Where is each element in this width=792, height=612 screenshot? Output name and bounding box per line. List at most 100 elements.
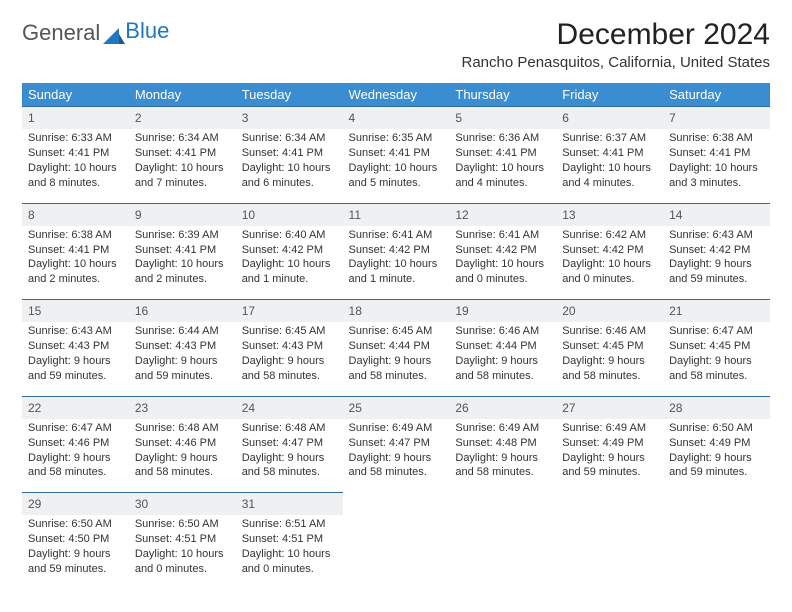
day-number-cell [343,493,450,516]
col-tuesday: Tuesday [236,83,343,107]
daylight-text: Daylight: 9 hours and 59 minutes. [135,354,230,384]
day-details-cell [449,515,556,588]
daylight-text: Daylight: 9 hours and 58 minutes. [349,451,444,481]
calendar-daynum-row: 891011121314 [22,203,770,226]
sunrise-text: Sunrise: 6:44 AM [135,324,230,339]
sunrise-text: Sunrise: 6:41 AM [349,228,444,243]
day-details-cell: Sunrise: 6:34 AMSunset: 4:41 PMDaylight:… [236,129,343,203]
day-details-cell: Sunrise: 6:48 AMSunset: 4:47 PMDaylight:… [236,419,343,493]
day-details-cell: Sunrise: 6:46 AMSunset: 4:45 PMDaylight:… [556,322,663,396]
sunrise-text: Sunrise: 6:43 AM [669,228,764,243]
day-details-cell: Sunrise: 6:43 AMSunset: 4:43 PMDaylight:… [22,322,129,396]
col-saturday: Saturday [663,83,770,107]
day-details-cell: Sunrise: 6:44 AMSunset: 4:43 PMDaylight:… [129,322,236,396]
day-number: 19 [455,304,468,318]
day-number-cell [556,493,663,516]
daylight-text: Daylight: 10 hours and 1 minute. [242,257,337,287]
day-number: 8 [28,208,35,222]
sunrise-text: Sunrise: 6:43 AM [28,324,123,339]
day-details-cell: Sunrise: 6:48 AMSunset: 4:46 PMDaylight:… [129,419,236,493]
day-number: 1 [28,111,35,125]
daylight-text: Daylight: 9 hours and 58 minutes. [562,354,657,384]
day-details-cell: Sunrise: 6:34 AMSunset: 4:41 PMDaylight:… [129,129,236,203]
sunrise-text: Sunrise: 6:34 AM [242,131,337,146]
day-number-cell: 5 [449,107,556,130]
calendar-daynum-row: 22232425262728 [22,396,770,419]
calendar-details-row: Sunrise: 6:38 AMSunset: 4:41 PMDaylight:… [22,226,770,300]
day-details-cell: Sunrise: 6:45 AMSunset: 4:43 PMDaylight:… [236,322,343,396]
day-details-cell [556,515,663,588]
day-details-cell: Sunrise: 6:37 AMSunset: 4:41 PMDaylight:… [556,129,663,203]
day-number-cell: 16 [129,300,236,323]
day-number-cell: 9 [129,203,236,226]
sunset-text: Sunset: 4:42 PM [669,243,764,258]
daylight-text: Daylight: 10 hours and 0 minutes. [242,547,337,577]
daylight-text: Daylight: 9 hours and 59 minutes. [28,354,123,384]
day-number: 24 [242,401,255,415]
day-number-cell: 6 [556,107,663,130]
sunset-text: Sunset: 4:51 PM [135,532,230,547]
day-number: 25 [349,401,362,415]
sunset-text: Sunset: 4:47 PM [349,436,444,451]
day-number: 31 [242,497,255,511]
sunrise-text: Sunrise: 6:50 AM [28,517,123,532]
day-number: 9 [135,208,142,222]
day-number: 10 [242,208,255,222]
sunrise-text: Sunrise: 6:47 AM [28,421,123,436]
day-number: 21 [669,304,682,318]
logo-text-gray: General [22,20,100,46]
sunset-text: Sunset: 4:43 PM [135,339,230,354]
day-number: 20 [562,304,575,318]
daylight-text: Daylight: 9 hours and 58 minutes. [242,354,337,384]
daylight-text: Daylight: 9 hours and 58 minutes. [135,451,230,481]
day-number: 2 [135,111,142,125]
day-details-cell: Sunrise: 6:49 AMSunset: 4:49 PMDaylight:… [556,419,663,493]
col-sunday: Sunday [22,83,129,107]
sunrise-text: Sunrise: 6:48 AM [242,421,337,436]
day-details-cell: Sunrise: 6:50 AMSunset: 4:51 PMDaylight:… [129,515,236,588]
sunset-text: Sunset: 4:49 PM [669,436,764,451]
daylight-text: Daylight: 9 hours and 58 minutes. [455,451,550,481]
sunset-text: Sunset: 4:50 PM [28,532,123,547]
sunrise-text: Sunrise: 6:37 AM [562,131,657,146]
logo-mark-icon [103,24,125,50]
daylight-text: Daylight: 10 hours and 4 minutes. [455,161,550,191]
day-number-cell: 27 [556,396,663,419]
daylight-text: Daylight: 9 hours and 58 minutes. [669,354,764,384]
day-details-cell: Sunrise: 6:45 AMSunset: 4:44 PMDaylight:… [343,322,450,396]
sunrise-text: Sunrise: 6:47 AM [669,324,764,339]
sunset-text: Sunset: 4:43 PM [242,339,337,354]
sunset-text: Sunset: 4:41 PM [135,146,230,161]
day-details-cell: Sunrise: 6:49 AMSunset: 4:47 PMDaylight:… [343,419,450,493]
day-number-cell: 22 [22,396,129,419]
day-number: 16 [135,304,148,318]
day-number: 13 [562,208,575,222]
calendar-daynum-row: 293031 [22,493,770,516]
daylight-text: Daylight: 9 hours and 58 minutes. [28,451,123,481]
day-details-cell: Sunrise: 6:47 AMSunset: 4:45 PMDaylight:… [663,322,770,396]
calendar-header-row: Sunday Monday Tuesday Wednesday Thursday… [22,83,770,107]
day-number: 14 [669,208,682,222]
calendar-details-row: Sunrise: 6:47 AMSunset: 4:46 PMDaylight:… [22,419,770,493]
sunrise-text: Sunrise: 6:50 AM [135,517,230,532]
day-details-cell: Sunrise: 6:50 AMSunset: 4:50 PMDaylight:… [22,515,129,588]
day-details-cell: Sunrise: 6:51 AMSunset: 4:51 PMDaylight:… [236,515,343,588]
day-number-cell: 12 [449,203,556,226]
calendar-daynum-row: 15161718192021 [22,300,770,323]
day-number-cell: 8 [22,203,129,226]
day-details-cell: Sunrise: 6:46 AMSunset: 4:44 PMDaylight:… [449,322,556,396]
daylight-text: Daylight: 10 hours and 0 minutes. [455,257,550,287]
sunset-text: Sunset: 4:41 PM [455,146,550,161]
sunrise-text: Sunrise: 6:51 AM [242,517,337,532]
sunset-text: Sunset: 4:42 PM [242,243,337,258]
sunrise-text: Sunrise: 6:46 AM [455,324,550,339]
sunrise-text: Sunrise: 6:50 AM [669,421,764,436]
day-number: 17 [242,304,255,318]
day-number: 28 [669,401,682,415]
sunrise-text: Sunrise: 6:46 AM [562,324,657,339]
daylight-text: Daylight: 9 hours and 59 minutes. [28,547,123,577]
day-details-cell: Sunrise: 6:35 AMSunset: 4:41 PMDaylight:… [343,129,450,203]
day-details-cell: Sunrise: 6:50 AMSunset: 4:49 PMDaylight:… [663,419,770,493]
day-number-cell: 2 [129,107,236,130]
day-number-cell [449,493,556,516]
